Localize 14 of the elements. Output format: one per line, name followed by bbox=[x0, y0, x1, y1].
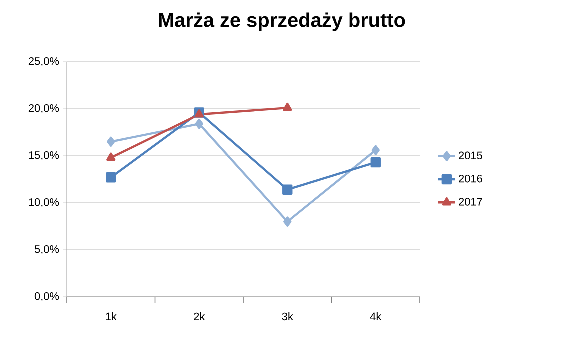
y-tick-label: 10,0% bbox=[29, 198, 60, 208]
y-tick-label: 25,0% bbox=[28, 57, 60, 67]
x-tick-label: 2k bbox=[194, 312, 206, 320]
legend-label: 2017 bbox=[459, 198, 482, 206]
legend-label: 2015 bbox=[459, 152, 482, 160]
y-tick-label: 20,0% bbox=[28, 104, 60, 114]
y-tick-label: 5,0% bbox=[34, 245, 60, 255]
y-tick-label: 0,0% bbox=[34, 292, 60, 302]
x-tick-label: 1k bbox=[106, 312, 117, 320]
chart-title: Marża ze sprzedaży brutto bbox=[159, 12, 406, 32]
x-tick-label: 4k bbox=[370, 312, 382, 320]
y-tick-label: 15,0% bbox=[29, 151, 60, 161]
legend-label: 2016 bbox=[459, 174, 482, 183]
x-tick-label: 3k bbox=[282, 312, 294, 321]
